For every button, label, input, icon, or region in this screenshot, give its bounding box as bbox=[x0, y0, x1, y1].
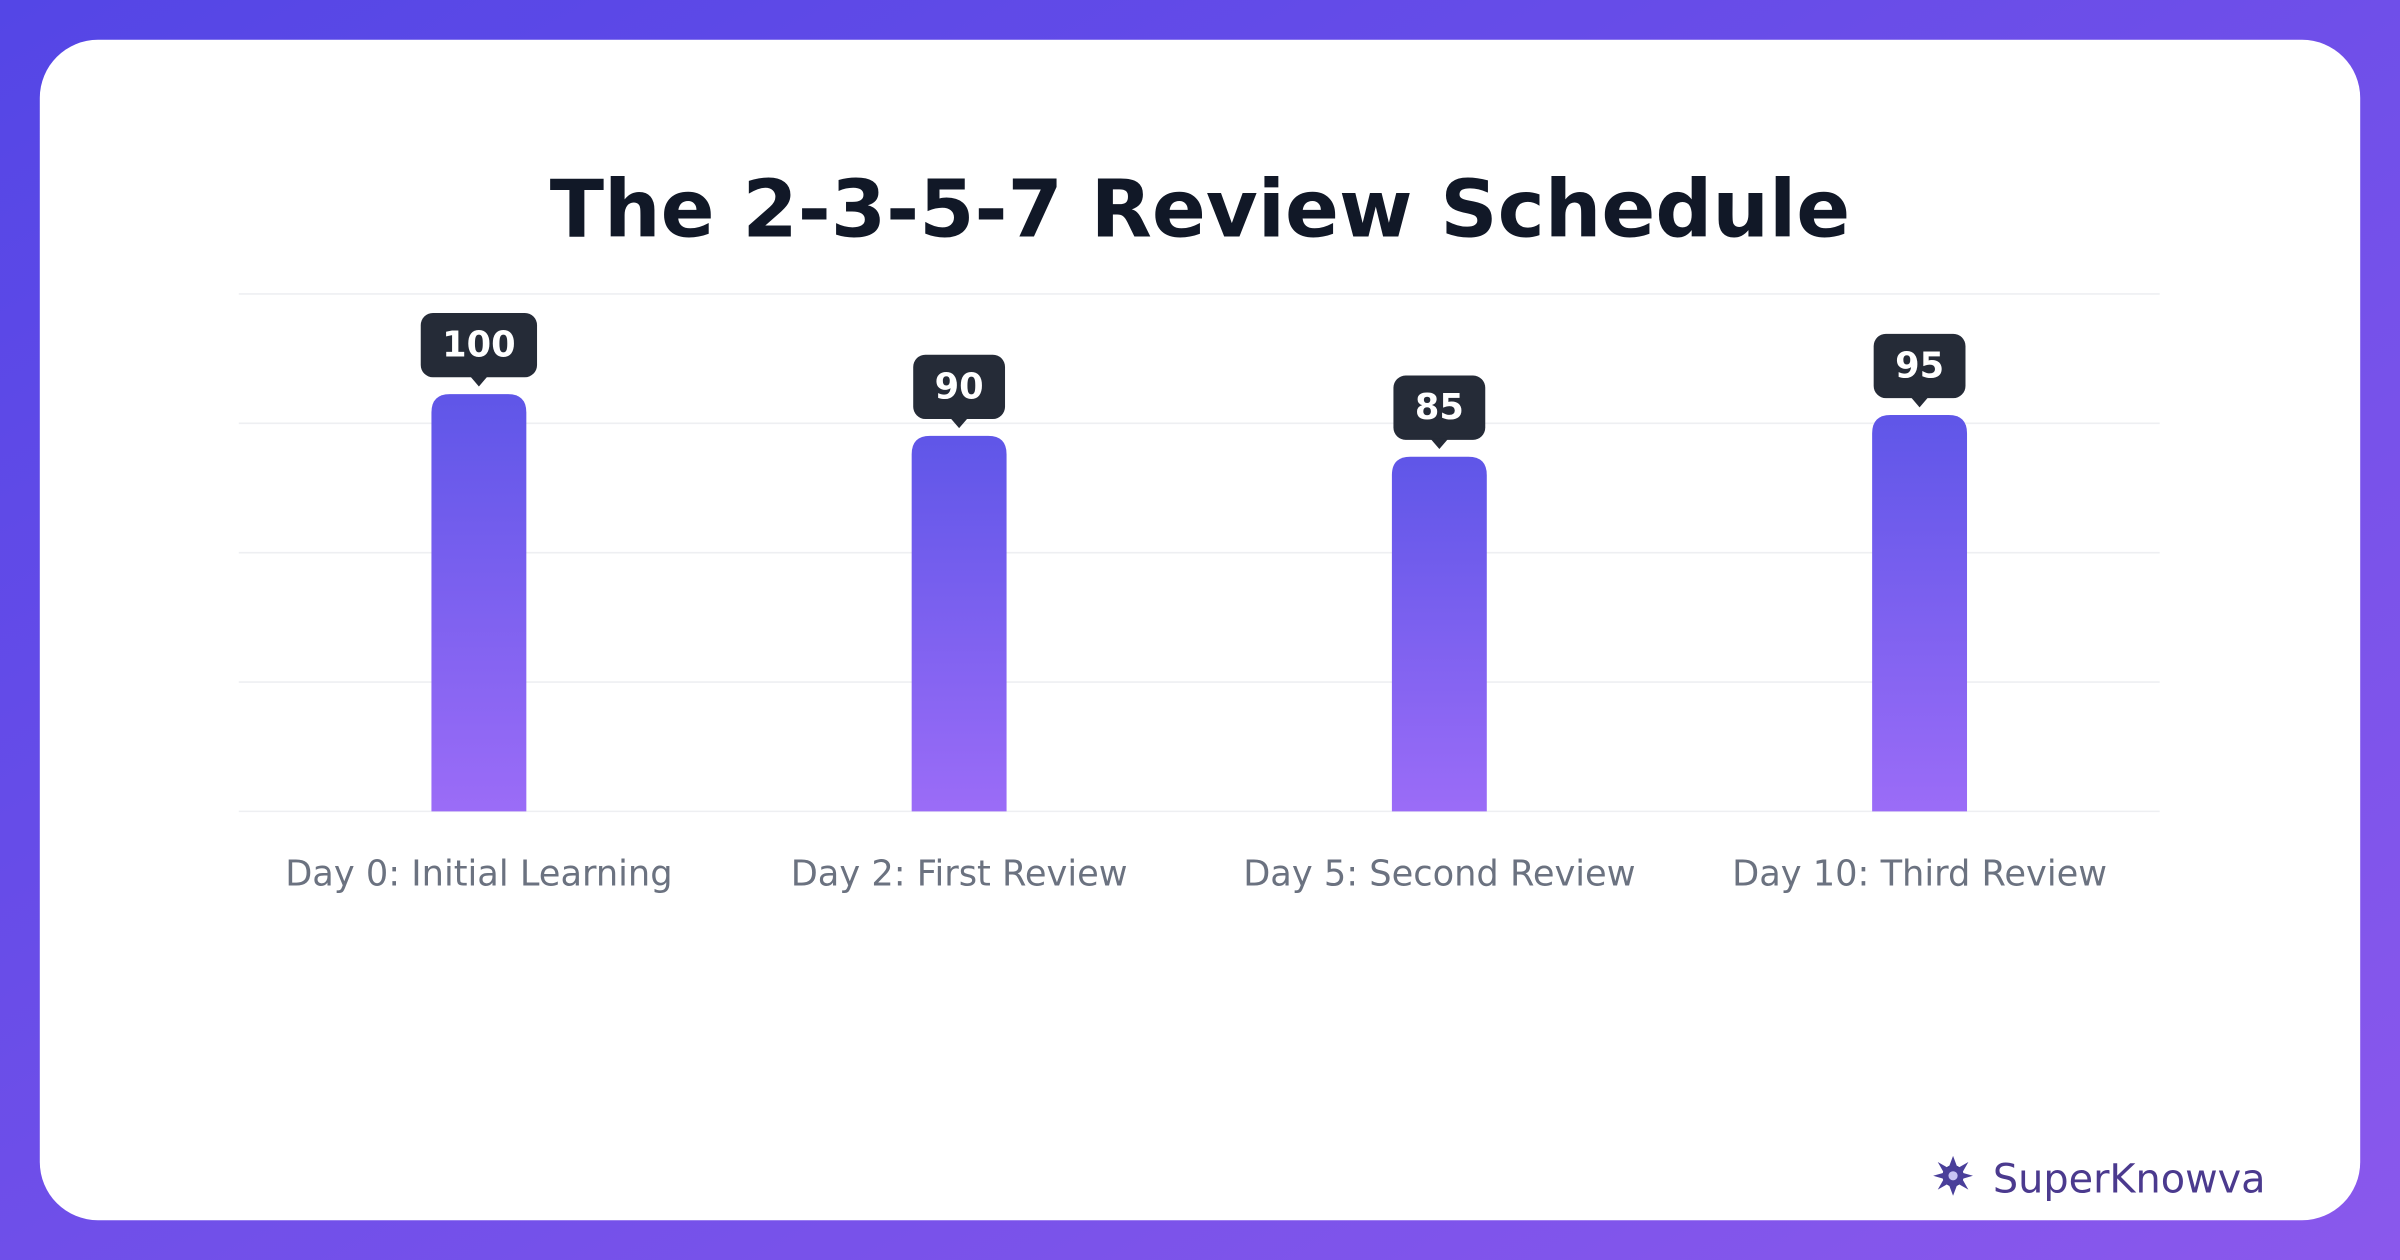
tooltip-box bbox=[1393, 375, 1486, 440]
value-label: 85 bbox=[1415, 387, 1464, 428]
bar bbox=[911, 435, 1007, 812]
tooltip-box bbox=[1873, 333, 1966, 399]
tooltip-box bbox=[420, 312, 538, 378]
x-tick-label: Day 0: Initial Learning bbox=[285, 854, 672, 895]
bar bbox=[1872, 414, 1968, 812]
plot-area: Day 0: Initial Learning 100 Day 2: First R… bbox=[238, 293, 2160, 895]
bar bbox=[431, 394, 527, 812]
value-label-tooltip: 95 bbox=[1873, 333, 1966, 408]
x-tick-label: Day 5: Second Review bbox=[1243, 854, 1635, 895]
tooltip-box bbox=[913, 354, 1006, 419]
x-tick-label: Day 2: First Review bbox=[791, 854, 1128, 895]
value-label: 95 bbox=[1895, 346, 1944, 387]
x-tick-label: Day 10: Third Review bbox=[1732, 854, 2107, 895]
value-label-tooltip: 85 bbox=[1393, 375, 1486, 450]
tooltip-pointer bbox=[469, 375, 489, 387]
brand-icon bbox=[1933, 1155, 1973, 1196]
tooltip-pointer bbox=[1430, 438, 1449, 450]
bar bbox=[1391, 456, 1487, 812]
value-label: 100 bbox=[442, 325, 515, 366]
card bbox=[39, 39, 2361, 1221]
value-label-tooltip: 100 bbox=[420, 312, 538, 387]
brand-logo: SuperKnowva bbox=[1933, 1155, 2266, 1202]
value-label: 90 bbox=[935, 366, 984, 407]
brand-name: SuperKnowva bbox=[1993, 1156, 2266, 1202]
chart-title: The 2-3-5-7 Review Schedule bbox=[550, 162, 1851, 255]
value-label-tooltip: 90 bbox=[913, 354, 1006, 429]
tooltip-pointer bbox=[949, 417, 969, 429]
tooltip-pointer bbox=[1910, 396, 1929, 408]
